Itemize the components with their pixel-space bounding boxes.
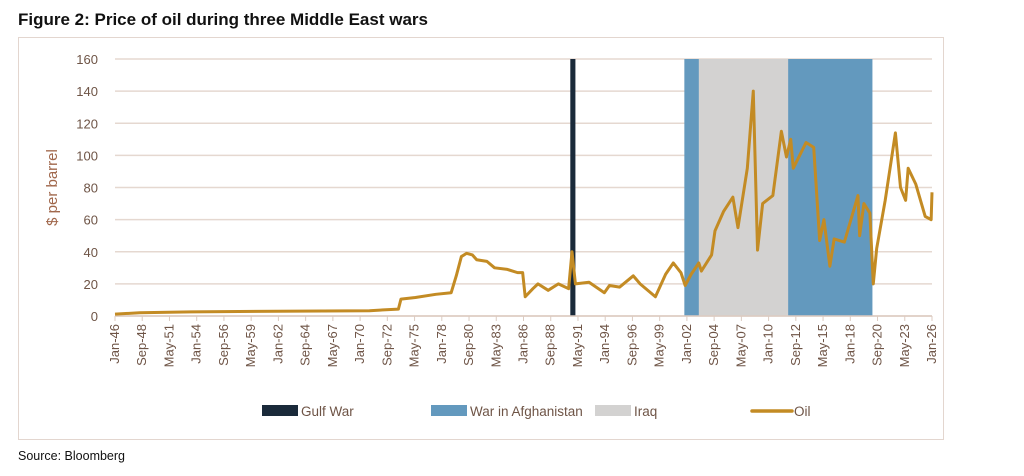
legend-swatch xyxy=(262,405,298,416)
x-tick-label: Jan-78 xyxy=(434,324,449,364)
y-tick-label: 140 xyxy=(76,84,98,99)
x-tick-label: May-07 xyxy=(733,324,748,367)
x-tick-label: May-99 xyxy=(652,324,667,367)
x-tick-label: Sep-12 xyxy=(788,324,803,366)
y-tick-label: 100 xyxy=(76,148,98,163)
x-tick-label: May-67 xyxy=(325,324,340,367)
x-tick-label: Sep-88 xyxy=(543,324,558,366)
x-tick-label: May-51 xyxy=(161,324,176,367)
x-tick-label: Jan-10 xyxy=(761,324,776,364)
x-tick-label: Sep-64 xyxy=(298,324,313,366)
x-tick-label: Sep-96 xyxy=(624,324,639,366)
y-tick-label: 40 xyxy=(84,245,98,260)
x-tick-label: Jan-86 xyxy=(516,324,531,364)
x-tick-label: May-15 xyxy=(815,324,830,367)
legend-swatch xyxy=(595,405,631,416)
x-tick-label: Sep-72 xyxy=(379,324,394,366)
x-tick-label: Sep-56 xyxy=(216,324,231,366)
y-tick-label: 0 xyxy=(91,309,98,324)
oil-price-line xyxy=(114,89,934,316)
x-tick-label: Jan-70 xyxy=(352,324,367,364)
x-tick-label: Sep-20 xyxy=(870,324,885,366)
x-tick-label: Sep-80 xyxy=(461,324,476,366)
x-tick-label: May-83 xyxy=(488,324,503,367)
chart-title: Figure 2: Price of oil during three Midd… xyxy=(18,10,428,29)
x-tick-label: Sep-48 xyxy=(134,324,149,366)
legend-label: Iraq xyxy=(634,404,657,419)
y-tick-label: 20 xyxy=(84,277,98,292)
legend-label: War in Afghanistan xyxy=(470,404,583,419)
x-tick-label: Jan-02 xyxy=(679,324,694,364)
x-tick-label: Jan-94 xyxy=(597,324,612,364)
y-axis-label: $ per barrel xyxy=(44,149,61,226)
x-tick-label: May-75 xyxy=(407,324,422,367)
x-tick-label: Jan-46 xyxy=(107,324,122,364)
y-tick-label: 160 xyxy=(76,52,98,67)
y-tick-label: 60 xyxy=(84,213,98,228)
x-tick-label: May-91 xyxy=(570,324,585,367)
x-tick-label: Jan-62 xyxy=(270,324,285,364)
legend-label: Oil xyxy=(794,404,811,419)
x-tick-label: May-23 xyxy=(897,324,912,367)
y-tick-label: 80 xyxy=(84,181,98,196)
x-tick-label: Jan-54 xyxy=(189,324,204,364)
x-tick-label: Jan-18 xyxy=(842,324,857,364)
legend-swatch xyxy=(431,405,467,416)
chart-frame xyxy=(18,37,944,440)
x-tick-label: Jan-26 xyxy=(924,324,939,364)
source-note: Source: Bloomberg xyxy=(18,449,126,463)
legend-label: Gulf War xyxy=(301,404,354,419)
band-gulf-war xyxy=(570,59,576,316)
x-tick-label: May-59 xyxy=(243,324,258,367)
y-tick-label: 120 xyxy=(76,116,98,131)
x-tick-label: Sep-04 xyxy=(706,324,721,366)
